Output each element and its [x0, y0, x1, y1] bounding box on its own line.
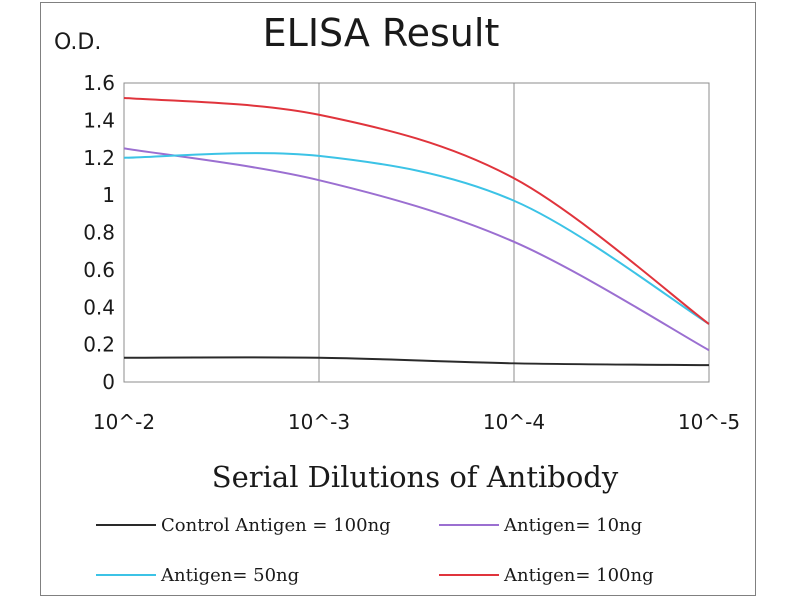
legend-label-2: Antigen= 50ng [160, 565, 299, 586]
elisa-chart: ELISA Result O.D. 0 0.2 0.4 0.6 0.8 1 1.2 1.4 1.… [54, 11, 740, 586]
y-axis-label: O.D. [54, 30, 101, 55]
y-tick-label: 0.2 [83, 333, 115, 357]
y-tick-label: 1.6 [83, 71, 115, 95]
plot-border [123, 82, 710, 383]
series-line-1 [123, 147, 710, 352]
legend-label-1: Antigen= 10ng [503, 515, 642, 536]
y-tick-label: 1.4 [83, 108, 115, 132]
x-tick-label: 10^-2 [93, 410, 155, 434]
plot-area: 0 0.2 0.4 0.6 0.8 1 1.2 1.4 1.6 10^-2 10^-3 10^-4 10… [83, 71, 740, 434]
y-tick-label: 0.8 [83, 221, 115, 245]
y-tick-label: 1 [102, 183, 115, 207]
y-tick-label: 0.4 [83, 295, 115, 319]
x-tick-label: 10^-4 [483, 410, 545, 434]
legend-label-3: Antigen= 100ng [503, 565, 654, 586]
chart-frame: ELISA Result O.D. 0 0.2 0.4 0.6 0.8 1 1.2 1.4 1.… [40, 2, 756, 596]
chart-title: ELISA Result [263, 11, 500, 55]
x-tick-label: 10^-3 [288, 410, 350, 434]
legend-label-0: Control Antigen = 100ng [161, 515, 391, 536]
series-line-3 [123, 96, 710, 325]
y-tick-label: 0 [102, 370, 115, 394]
x-tick-label: 10^-5 [678, 410, 740, 434]
series-line-0 [123, 356, 710, 367]
series-line-2 [123, 152, 710, 325]
x-axis-label: Serial Dilutions of Antibody [212, 460, 619, 494]
legend: Control Antigen = 100ng Antigen= 10ng Anti… [96, 515, 654, 586]
y-tick-label: 0.6 [83, 258, 115, 282]
y-tick-label: 1.2 [83, 146, 115, 170]
